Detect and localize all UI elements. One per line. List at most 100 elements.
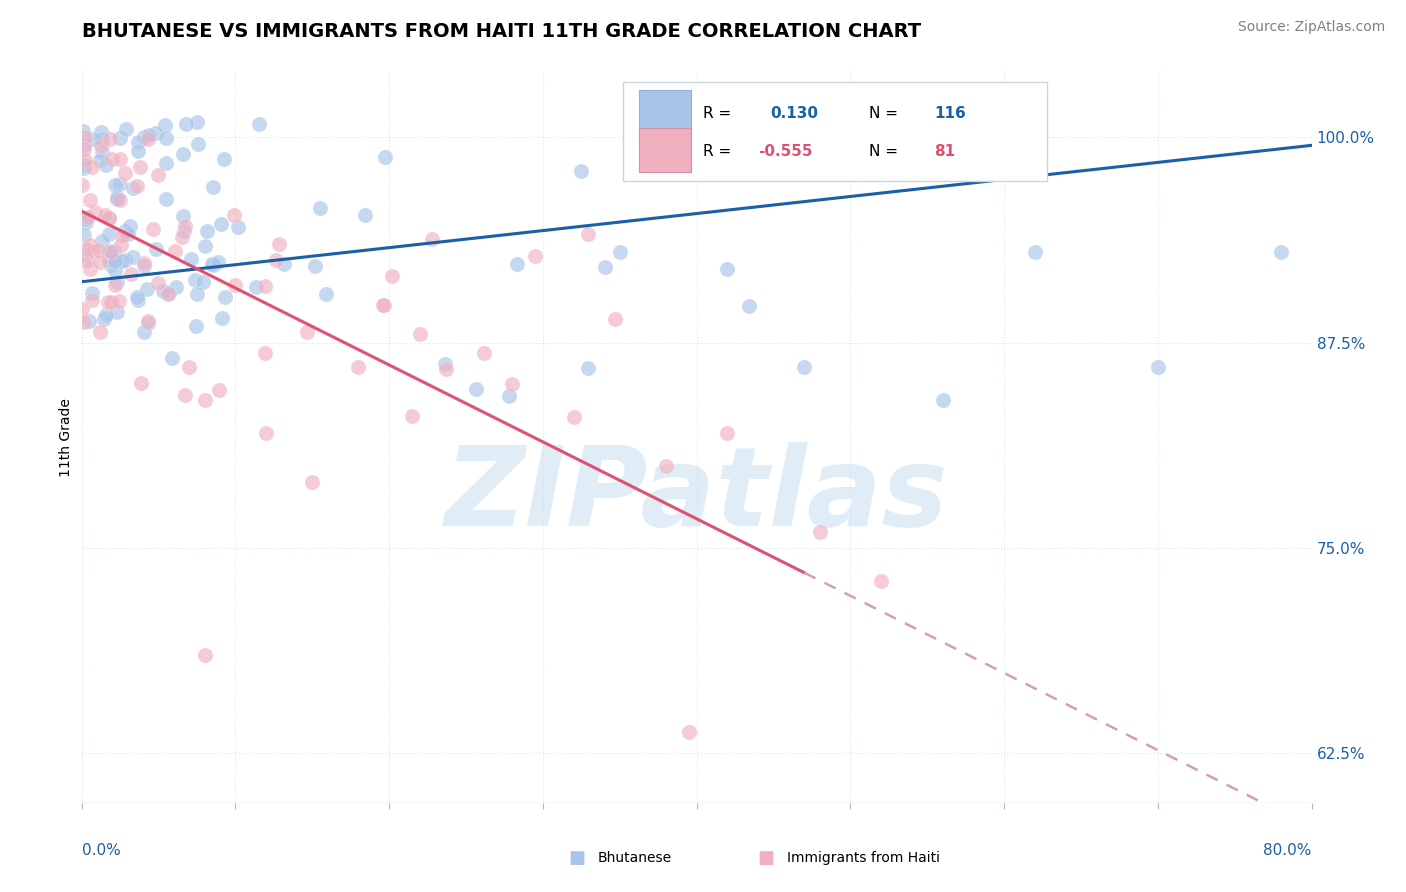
Text: N =: N =	[869, 105, 898, 120]
Point	[273, 257, 295, 271]
Point	[194, 238, 217, 252]
Point	[165, 244, 187, 259]
Text: Bhutanese: Bhutanese	[598, 851, 672, 865]
Point	[114, 224, 136, 238]
Point	[100, 295, 122, 310]
Point	[136, 316, 159, 330]
Text: ■: ■	[568, 849, 585, 867]
Point	[160, 351, 183, 366]
Point	[73, 228, 96, 243]
Point	[173, 219, 195, 233]
Point	[214, 152, 236, 166]
Point	[146, 168, 169, 182]
Point	[738, 299, 761, 313]
Point	[72, 123, 94, 137]
Point	[180, 252, 202, 266]
Point	[738, 141, 761, 155]
Point	[152, 284, 174, 298]
Point	[90, 125, 112, 139]
Point	[105, 275, 128, 289]
Point	[434, 362, 457, 376]
Point	[603, 312, 626, 326]
Point	[135, 282, 157, 296]
Point	[94, 158, 117, 172]
Point	[73, 157, 96, 171]
Point	[127, 293, 149, 307]
Point	[264, 253, 287, 268]
Point	[214, 290, 236, 304]
Point	[304, 260, 326, 274]
Point	[97, 211, 120, 226]
Point	[122, 181, 145, 195]
Point	[89, 255, 111, 269]
Point	[108, 152, 131, 166]
Text: R =: R =	[703, 105, 731, 120]
Text: N =: N =	[869, 144, 898, 159]
Point	[697, 123, 720, 137]
Point	[153, 118, 176, 132]
Point	[120, 219, 142, 233]
Point	[138, 128, 160, 142]
Point	[114, 122, 136, 136]
Point	[155, 156, 177, 170]
Point	[91, 145, 114, 160]
Point	[409, 327, 432, 342]
Point	[120, 267, 142, 281]
Point	[105, 305, 128, 319]
Point	[132, 325, 155, 339]
FancyBboxPatch shape	[638, 90, 690, 134]
Point	[678, 725, 700, 739]
Point	[105, 190, 128, 204]
Point	[155, 192, 177, 206]
Point	[90, 132, 112, 146]
Point	[96, 308, 118, 322]
Text: 80.0%: 80.0%	[1264, 843, 1312, 858]
Point	[569, 163, 592, 178]
Point	[224, 278, 246, 293]
Point	[309, 202, 332, 216]
Point	[100, 258, 122, 272]
Point	[870, 574, 893, 588]
Point	[103, 244, 125, 258]
Point	[472, 345, 495, 359]
Point	[295, 325, 318, 339]
Point	[209, 217, 232, 231]
Point	[75, 153, 97, 168]
Point	[79, 238, 101, 252]
Point	[245, 279, 267, 293]
Point	[108, 193, 131, 207]
Point	[576, 227, 599, 241]
Point	[186, 115, 208, 129]
Point	[80, 293, 103, 307]
Point	[111, 254, 134, 268]
Point	[208, 384, 231, 398]
Point	[76, 254, 98, 268]
Point	[122, 250, 145, 264]
Point	[716, 425, 738, 440]
Point	[89, 153, 111, 167]
Point	[82, 132, 104, 146]
Point	[434, 357, 457, 371]
Point	[73, 315, 96, 329]
Point	[172, 209, 194, 223]
Point	[98, 132, 121, 146]
Text: 0.0%: 0.0%	[82, 843, 121, 858]
Point	[194, 648, 217, 662]
Point	[155, 131, 177, 145]
Point	[267, 237, 290, 252]
Point	[138, 131, 160, 145]
Point	[173, 388, 195, 402]
Point	[716, 261, 738, 276]
Text: 0.130: 0.130	[770, 105, 818, 120]
Point	[315, 287, 337, 301]
Point	[73, 161, 96, 176]
Point	[254, 346, 277, 360]
Point	[104, 254, 127, 268]
Point	[70, 302, 93, 317]
Text: ■: ■	[758, 849, 775, 867]
Point	[76, 242, 98, 256]
Point	[655, 458, 678, 473]
Point	[207, 254, 229, 268]
Point	[562, 409, 585, 424]
Point	[79, 193, 101, 207]
